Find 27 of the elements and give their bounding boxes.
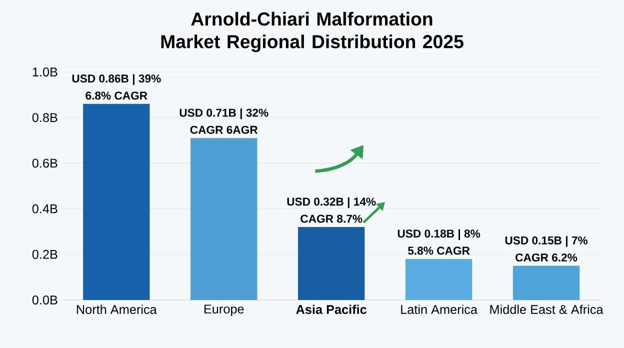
annotation: 6.8% CAGR bbox=[86, 92, 148, 100]
x-tick-label: Asia Pacific bbox=[296, 304, 367, 314]
annotation: CAGR 8.7% bbox=[300, 214, 362, 223]
bar bbox=[512, 266, 580, 300]
y-tick-label: 0.8B bbox=[32, 113, 58, 122]
annotation: USD 0.18B | 8% bbox=[398, 229, 480, 240]
bar bbox=[190, 138, 258, 300]
x-tick-label: Europe bbox=[204, 304, 244, 316]
annotation: 5.8% CAGR bbox=[408, 246, 470, 255]
y-tick-label: 0.4B bbox=[32, 204, 58, 214]
bar bbox=[298, 227, 365, 300]
bar bbox=[83, 104, 150, 300]
annotation: CAGR 6.2% bbox=[516, 254, 578, 262]
annotation: CAGR 6AGR bbox=[190, 126, 258, 134]
annotation: USD 0.32B | 14% bbox=[287, 197, 376, 208]
y-tick-label: 0.0B bbox=[32, 296, 58, 304]
x-tick-label: Latin America bbox=[401, 304, 478, 314]
annotation: USD 0.15B | 7% bbox=[505, 236, 588, 247]
y-tick-label: 1.0B bbox=[32, 68, 58, 76]
chart-title: Arnold-Chiari Malformation Market Regional Distribution 2025 bbox=[161, 12, 464, 52]
x-tick-label: North America bbox=[76, 304, 157, 314]
y-tick-label: 0.6B bbox=[32, 158, 58, 168]
y-tick-label: 0.2B bbox=[32, 250, 58, 259]
x-tick-label: Middle East & Africa bbox=[490, 304, 604, 314]
bar bbox=[405, 258, 472, 300]
annotation: USD 0.86B | 39% bbox=[72, 74, 161, 85]
annotation: USD 0.71B | 32% bbox=[180, 108, 268, 120]
